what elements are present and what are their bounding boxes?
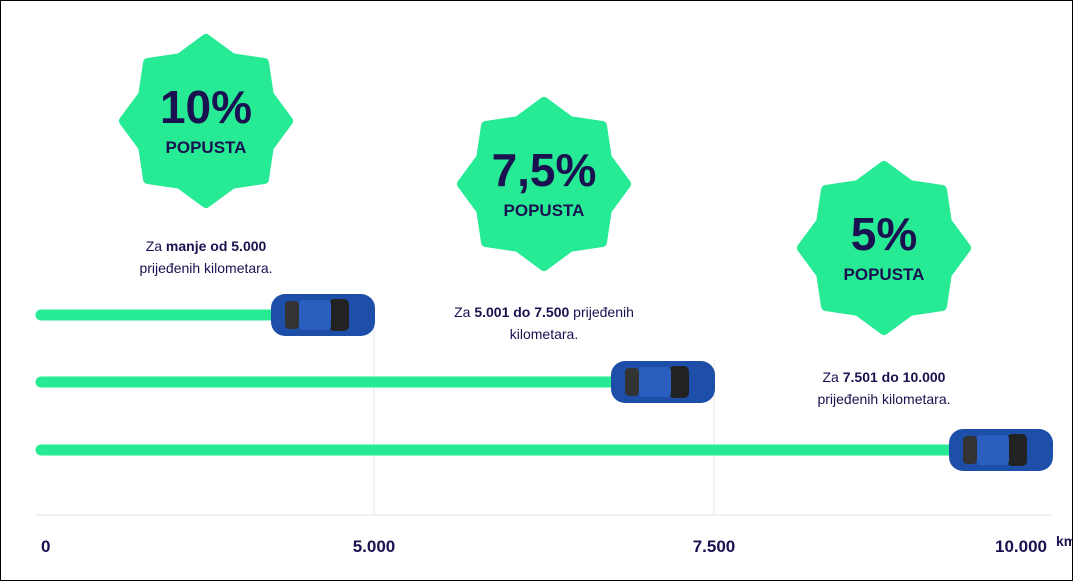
badge-percent: 5% — [851, 208, 917, 260]
badge-label: POPUSTA — [504, 201, 585, 220]
description: prijeđenih kilometara. — [817, 391, 950, 407]
x-tick-label: 0 — [41, 537, 50, 556]
description-part: prijeđenih kilometara. — [817, 391, 950, 407]
chart: 0 5.000 7.500 10.000 km 10% POPUSTA Za manje od… — [1, 1, 1072, 580]
description-part: Za — [454, 304, 474, 320]
description-part: prijeđenih — [569, 304, 634, 320]
description-part: kilometara. — [510, 326, 578, 342]
badge-label: POPUSTA — [844, 265, 925, 284]
car-windshield — [329, 299, 349, 331]
car-rearwindow — [963, 436, 977, 464]
description: kilometara. — [510, 326, 578, 342]
badge-label: POPUSTA — [166, 138, 247, 157]
car — [611, 361, 715, 403]
description: prijeđenih kilometara. — [139, 260, 272, 276]
x-tick-label: 5.000 — [353, 537, 396, 556]
badge-percent: 7,5% — [492, 144, 597, 196]
car — [271, 294, 375, 336]
car-roof — [639, 367, 671, 397]
axis-unit: km — [1056, 533, 1072, 549]
infographic: 0 5.000 7.500 10.000 km 10% POPUSTA Za manje od… — [0, 0, 1073, 581]
car-windshield — [1007, 434, 1027, 466]
description-part: prijeđenih kilometara. — [139, 260, 272, 276]
description-part: manje od 5.000 — [166, 238, 267, 254]
x-tick-label: 7.500 — [693, 537, 736, 556]
description: Za 7.501 do 10.000 — [823, 369, 946, 385]
badge-percent: 10% — [160, 81, 252, 133]
description-part: 7.501 do 10.000 — [843, 369, 946, 385]
description: Za 5.001 do 7.500 prijeđenih — [454, 304, 634, 320]
car-windshield — [669, 366, 689, 398]
car — [949, 429, 1053, 471]
description: Za manje od 5.000 — [146, 238, 267, 254]
description-part: Za — [146, 238, 166, 254]
car-roof — [977, 435, 1009, 465]
description-part: 5.001 do 7.500 — [474, 304, 569, 320]
car-roof — [299, 300, 331, 330]
car-rearwindow — [285, 301, 299, 329]
x-tick-label: 10.000 — [995, 537, 1047, 556]
description-part: Za — [823, 369, 843, 385]
car-rearwindow — [625, 368, 639, 396]
